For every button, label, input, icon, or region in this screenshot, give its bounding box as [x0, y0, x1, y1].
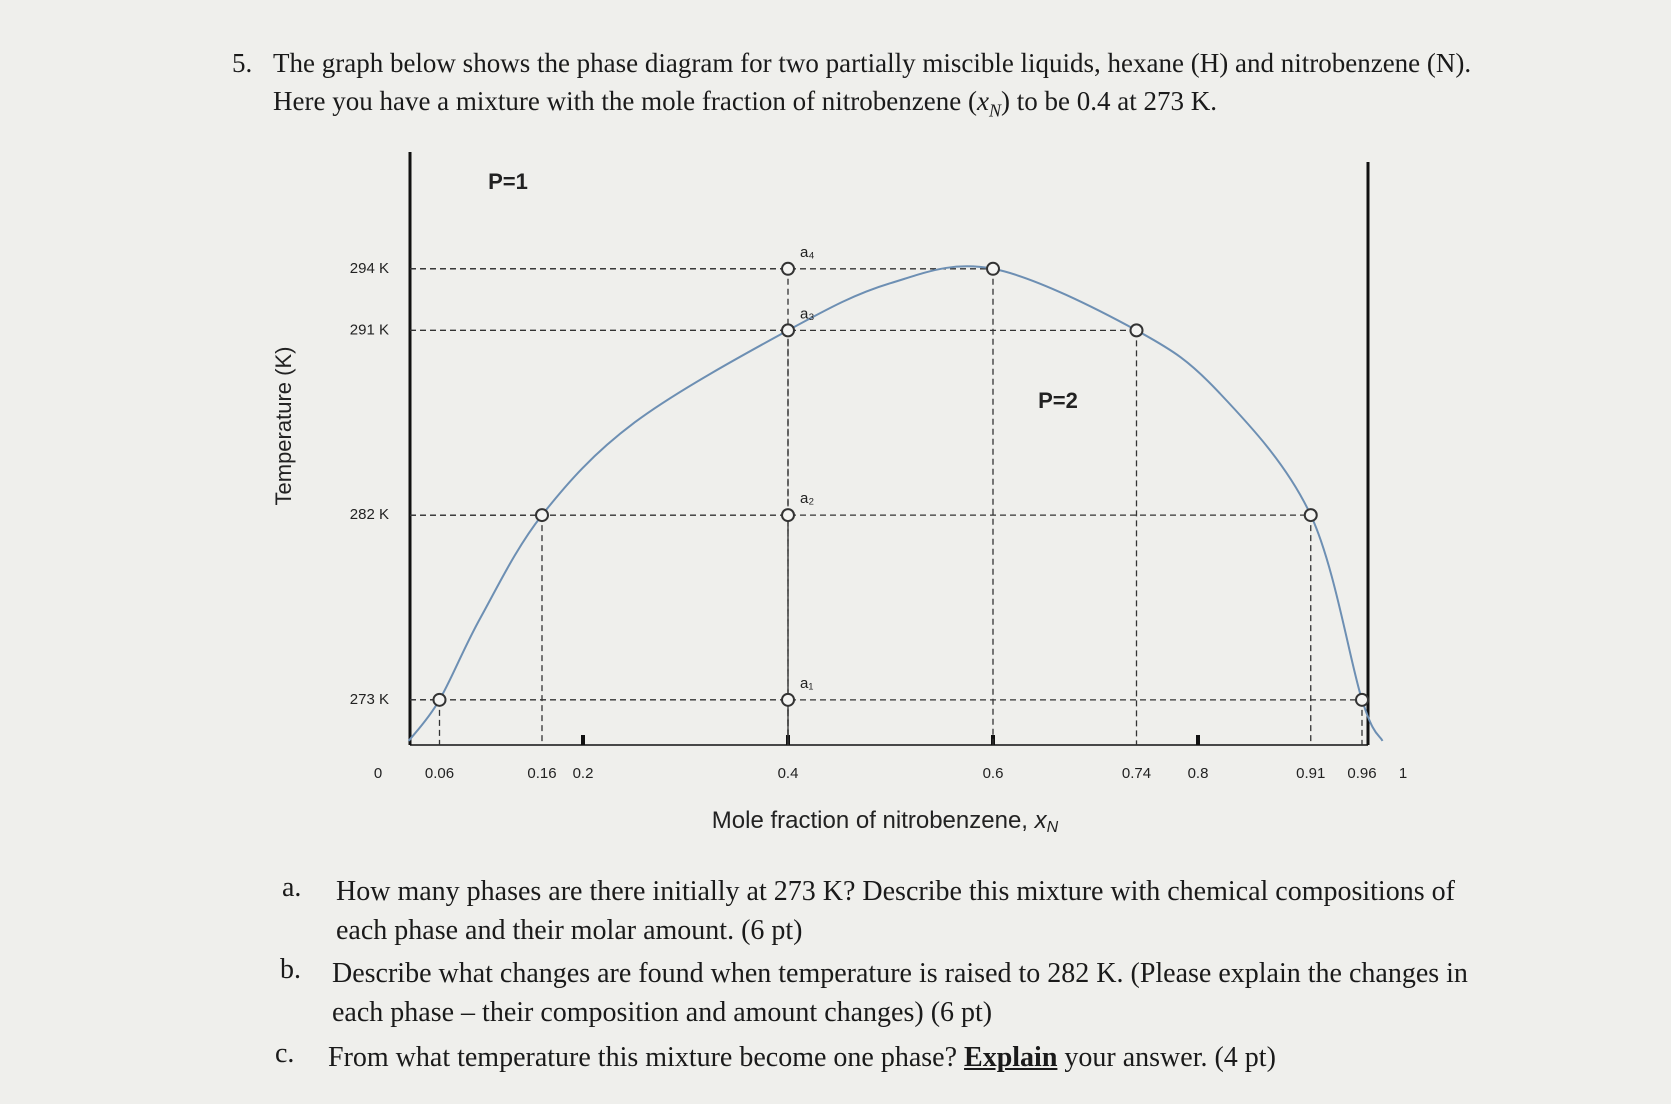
subquestion-marker: b. — [280, 954, 301, 985]
question-text: The graph below shows the phase diagram … — [273, 44, 1473, 129]
text: The graph below shows the phase diagram … — [273, 48, 1472, 116]
point — [1129, 323, 1144, 338]
subscript: N — [988, 100, 1001, 121]
y-tick-label: 282 K — [350, 506, 389, 523]
symbol: x — [1034, 807, 1048, 834]
x-tick-label: 0 — [374, 765, 382, 782]
y-tick-label: 291 K — [350, 321, 389, 338]
point-label: a₄ — [800, 244, 814, 261]
subquestion-text: Describe what changes are found when tem… — [332, 958, 1468, 1028]
text: Mole fraction of nitrobenzene, — [712, 807, 1035, 834]
emphasis: Explain — [964, 1042, 1058, 1073]
text: From what temperature this mixture becom… — [328, 1042, 965, 1073]
text: your answer. (4 pt) — [1057, 1042, 1276, 1073]
symbol: x — [976, 86, 989, 116]
y-axis-title: Temperature (K) — [271, 347, 296, 506]
point — [781, 261, 795, 276]
x-tick-label: 0.6 — [983, 765, 1004, 782]
subquestion-text: How many phases are there initially at 2… — [336, 876, 1455, 946]
subquestion-text: From what temperature this mixture becom… — [328, 1038, 1468, 1077]
point — [535, 508, 549, 523]
subquestion-marker: a. — [282, 872, 302, 903]
point — [781, 323, 795, 338]
x-tick-label: 0.91 — [1296, 765, 1325, 782]
point — [781, 692, 795, 707]
point — [986, 261, 1000, 276]
point-label: a₁ — [800, 675, 813, 692]
region-label: P=2 — [1038, 388, 1078, 413]
subscript: N — [1047, 819, 1059, 836]
question-number: 5. — [232, 48, 253, 78]
y-tick-label: 294 K — [350, 260, 389, 277]
text: ) to be 0.4 at 273 K. — [1000, 86, 1217, 116]
point — [1355, 692, 1369, 707]
x-tick-label: 1 — [1399, 765, 1407, 782]
x-tick-label: 0.4 — [778, 765, 799, 782]
x-tick-label: 0.96 — [1347, 765, 1376, 782]
x-tick-label: 0.06 — [425, 765, 454, 782]
coexistence-curve — [407, 265, 1384, 742]
x-axis-title: Mole fraction of nitrobenzene, xN — [712, 807, 1059, 836]
x-tick-label: 0.8 — [1188, 765, 1209, 782]
x-tick-label: 0.74 — [1122, 765, 1151, 782]
point — [432, 692, 447, 707]
x-tick-label: 0.2 — [573, 765, 594, 782]
x-tick-label: 0.16 — [527, 765, 556, 782]
point — [1303, 508, 1318, 523]
y-tick-label: 273 K — [350, 691, 389, 708]
point — [781, 508, 795, 523]
point-label: a₂ — [800, 490, 814, 507]
region-label: P=1 — [488, 169, 528, 194]
subquestion-marker: c. — [275, 1038, 295, 1069]
point-label: a₃ — [800, 305, 814, 322]
